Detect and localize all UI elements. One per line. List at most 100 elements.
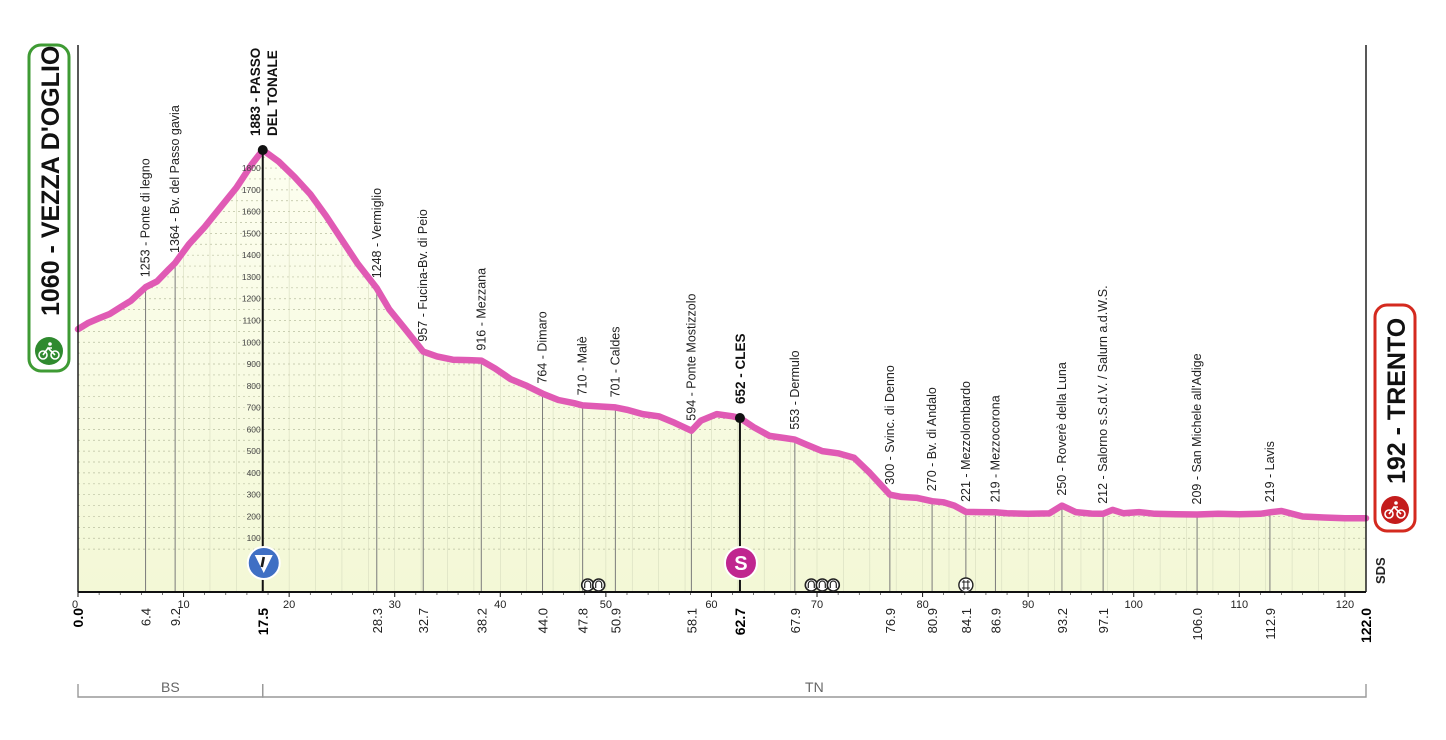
x-tick-label: 50 <box>600 599 612 611</box>
distance-label: 97.1 <box>1096 608 1111 633</box>
distance-label: 9.2 <box>168 608 183 626</box>
distance-label: 28.3 <box>370 608 385 633</box>
province-brackets: BS TN <box>77 679 1367 698</box>
y-tick-label: 500 <box>247 446 261 456</box>
tunnel-arch <box>818 580 826 588</box>
distance-label: 106.0 <box>1190 608 1205 641</box>
distance-label: 44.0 <box>536 608 551 633</box>
distance-label: 17.5 <box>255 608 271 635</box>
distance-label: 67.9 <box>788 608 803 633</box>
finish-cyclist-icon <box>1381 496 1409 524</box>
altitude-gridlines <box>78 150 1366 592</box>
y-tick-label: 100 <box>247 533 261 543</box>
x-tick-label: 40 <box>494 599 506 611</box>
profile-area <box>78 150 1366 592</box>
landmark-label: 221 - Mezzolombardo <box>959 381 973 502</box>
profile-area-fill <box>78 150 1366 592</box>
distance-label: 86.9 <box>988 608 1003 633</box>
y-tick-label: 1100 <box>242 315 261 325</box>
province-label: TN <box>805 679 824 695</box>
climb-label: 1883 - PASSO <box>248 48 263 136</box>
distance-label: 38.2 <box>474 608 489 633</box>
distance-label: 50.9 <box>608 608 623 633</box>
y-tick-label: 400 <box>247 468 261 478</box>
landmark-label: 270 - Bv. di Andalo <box>925 387 939 491</box>
climbs: 1883 - PASSO DEL TONALE 652 - CLES S <box>246 48 758 592</box>
landmark-label: 764 - Dimaro <box>536 311 550 383</box>
distance-label: 62.7 <box>732 608 748 635</box>
landmark-label: 1253 - Ponte di legno <box>139 158 153 277</box>
start-label: 1060 - VEZZA D'OGLIO <box>37 46 65 316</box>
rail-crossing-icon <box>958 577 974 593</box>
distance-label: 32.7 <box>416 608 431 633</box>
tunnel-arch <box>595 580 603 588</box>
y-tick-label: 1400 <box>242 250 261 260</box>
x-tick-label: 20 <box>283 599 295 611</box>
landmark-label: 1248 - Vermiglio <box>370 188 384 278</box>
y-tick-label: 1200 <box>242 294 261 304</box>
landmark-label: 553 - Dermulo <box>788 350 802 429</box>
x-tick-label: 120 <box>1336 599 1354 611</box>
distance-label: 76.9 <box>883 608 898 633</box>
y-tick-label: 800 <box>247 381 261 391</box>
landmark-label: 916 - Mezzana <box>474 268 488 351</box>
y-tick-label: 900 <box>247 359 261 369</box>
profile-line-layer <box>74 146 1370 522</box>
distance-label: 6.4 <box>139 608 154 626</box>
climb-badge-mark <box>260 556 266 568</box>
y-tick-label: 1300 <box>242 272 261 282</box>
x-tick-label: 0 <box>72 599 78 611</box>
province-label: BS <box>161 679 180 695</box>
start-badge: 1060 - VEZZA D'OGLIO <box>27 43 71 373</box>
tunnel-arch <box>807 580 815 588</box>
landmark-labels: 1253 - Ponte di legno 1364 - Bv. del Pass… <box>139 105 1277 504</box>
landmark-label: 957 - Fucina-Bv. di Peio <box>416 209 430 342</box>
climb-badge-shape <box>254 555 273 573</box>
y-tick-label: 1800 <box>242 163 261 173</box>
x-tick-label: 110 <box>1231 599 1249 611</box>
distance-label: 84.1 <box>959 608 974 633</box>
x-tick-label: 90 <box>1022 599 1034 611</box>
distance-label: 122.0 <box>1358 608 1374 643</box>
y-tick-label: 700 <box>247 403 261 413</box>
landmark-label: 209 - San Michele all'Adige <box>1190 353 1204 504</box>
x-tick-label: 100 <box>1125 599 1143 611</box>
y-tick-label: 1600 <box>242 207 261 217</box>
landmark-label: 594 - Ponte Mostizzolo <box>684 294 698 421</box>
finish-badge: 192 - TRENTO <box>1373 303 1417 533</box>
sprint-icon <box>723 546 758 580</box>
y-tick-label: 1500 <box>242 228 261 238</box>
x-tick-label: 60 <box>705 599 717 611</box>
tunnel-arch <box>584 580 592 588</box>
climb-summit-dot <box>734 413 745 424</box>
x-tick-label: 70 <box>811 599 823 611</box>
x-tick-label: 10 <box>177 599 189 611</box>
climb-label: 652 - CLES <box>733 334 748 405</box>
distance-label: 112.9 <box>1263 608 1278 640</box>
landmark-label: 250 - Roverè della Luna <box>1055 362 1069 495</box>
sprint-badge-letter: S <box>734 553 747 575</box>
x-axis-ticks: 0 10 20 30 40 50 60 70 80 90 100 110 120 <box>72 592 1354 611</box>
start-cyclist-icon <box>35 337 63 365</box>
landmark-label: 219 - Lavis <box>1263 441 1277 502</box>
distance-label: 0.0 <box>70 608 86 628</box>
x-tick-label: 80 <box>916 599 928 611</box>
profile-line <box>74 146 1370 522</box>
landmark-label: 212 - Salorno s.S.d.V. / Salurn a.d.W.S. <box>1096 285 1110 503</box>
y-tick-label: 300 <box>247 490 261 500</box>
y-tick-label: 200 <box>247 511 261 521</box>
finish-label: 192 - TRENTO <box>1383 318 1411 484</box>
distance-label: 47.8 <box>576 608 591 633</box>
landmark-label: 1364 - Bv. del Passo gavia <box>168 105 182 253</box>
brand-logo: SDS <box>1373 557 1388 584</box>
landmark-label: 710 - Malè <box>576 336 590 395</box>
landmark-label: 300 - Svinc. di Denno <box>883 365 897 485</box>
x-tick-label: 30 <box>389 599 401 611</box>
distance-label: 58.1 <box>684 608 699 633</box>
landmark-label: 701 - Caldes <box>608 327 622 398</box>
rail-crossing-mark <box>961 580 970 590</box>
y-tick-label: 1000 <box>242 337 261 347</box>
distance-labels: 0.0 6.4 9.2 17.5 28.3 32.7 38.2 44.0 47.8 50.9 58.… <box>70 608 1374 643</box>
route-icons <box>580 577 974 593</box>
